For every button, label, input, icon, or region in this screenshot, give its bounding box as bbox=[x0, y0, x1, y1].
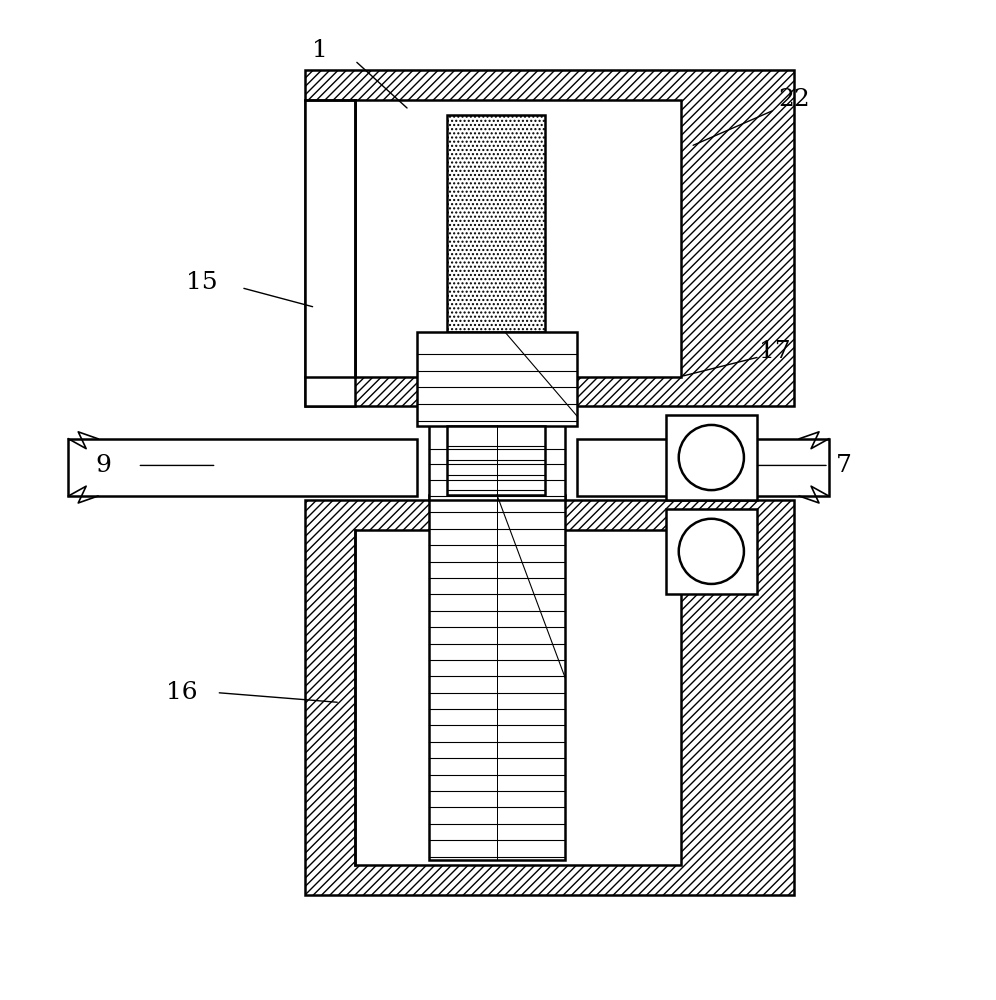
Bar bbox=[306, 500, 794, 895]
Text: 22: 22 bbox=[779, 88, 810, 111]
Bar bbox=[306, 70, 794, 406]
Text: 17: 17 bbox=[759, 340, 791, 363]
Bar bbox=[306, 500, 794, 895]
Bar bbox=[429, 425, 565, 500]
Bar bbox=[355, 100, 680, 377]
Text: 1: 1 bbox=[313, 39, 328, 62]
Bar bbox=[446, 115, 546, 332]
Bar bbox=[446, 426, 546, 495]
Bar bbox=[306, 100, 355, 406]
Text: 7: 7 bbox=[836, 454, 852, 477]
Bar bbox=[577, 439, 829, 496]
Bar bbox=[69, 439, 417, 496]
Text: 9: 9 bbox=[95, 454, 111, 477]
Text: 16: 16 bbox=[166, 681, 198, 704]
Bar bbox=[666, 509, 757, 594]
Circle shape bbox=[678, 519, 744, 584]
Bar bbox=[446, 115, 546, 332]
Bar bbox=[666, 415, 757, 500]
Circle shape bbox=[678, 425, 744, 490]
Text: 15: 15 bbox=[186, 271, 217, 294]
Bar bbox=[429, 495, 565, 860]
Bar bbox=[417, 332, 577, 426]
Bar bbox=[306, 70, 794, 406]
Bar bbox=[355, 530, 680, 865]
